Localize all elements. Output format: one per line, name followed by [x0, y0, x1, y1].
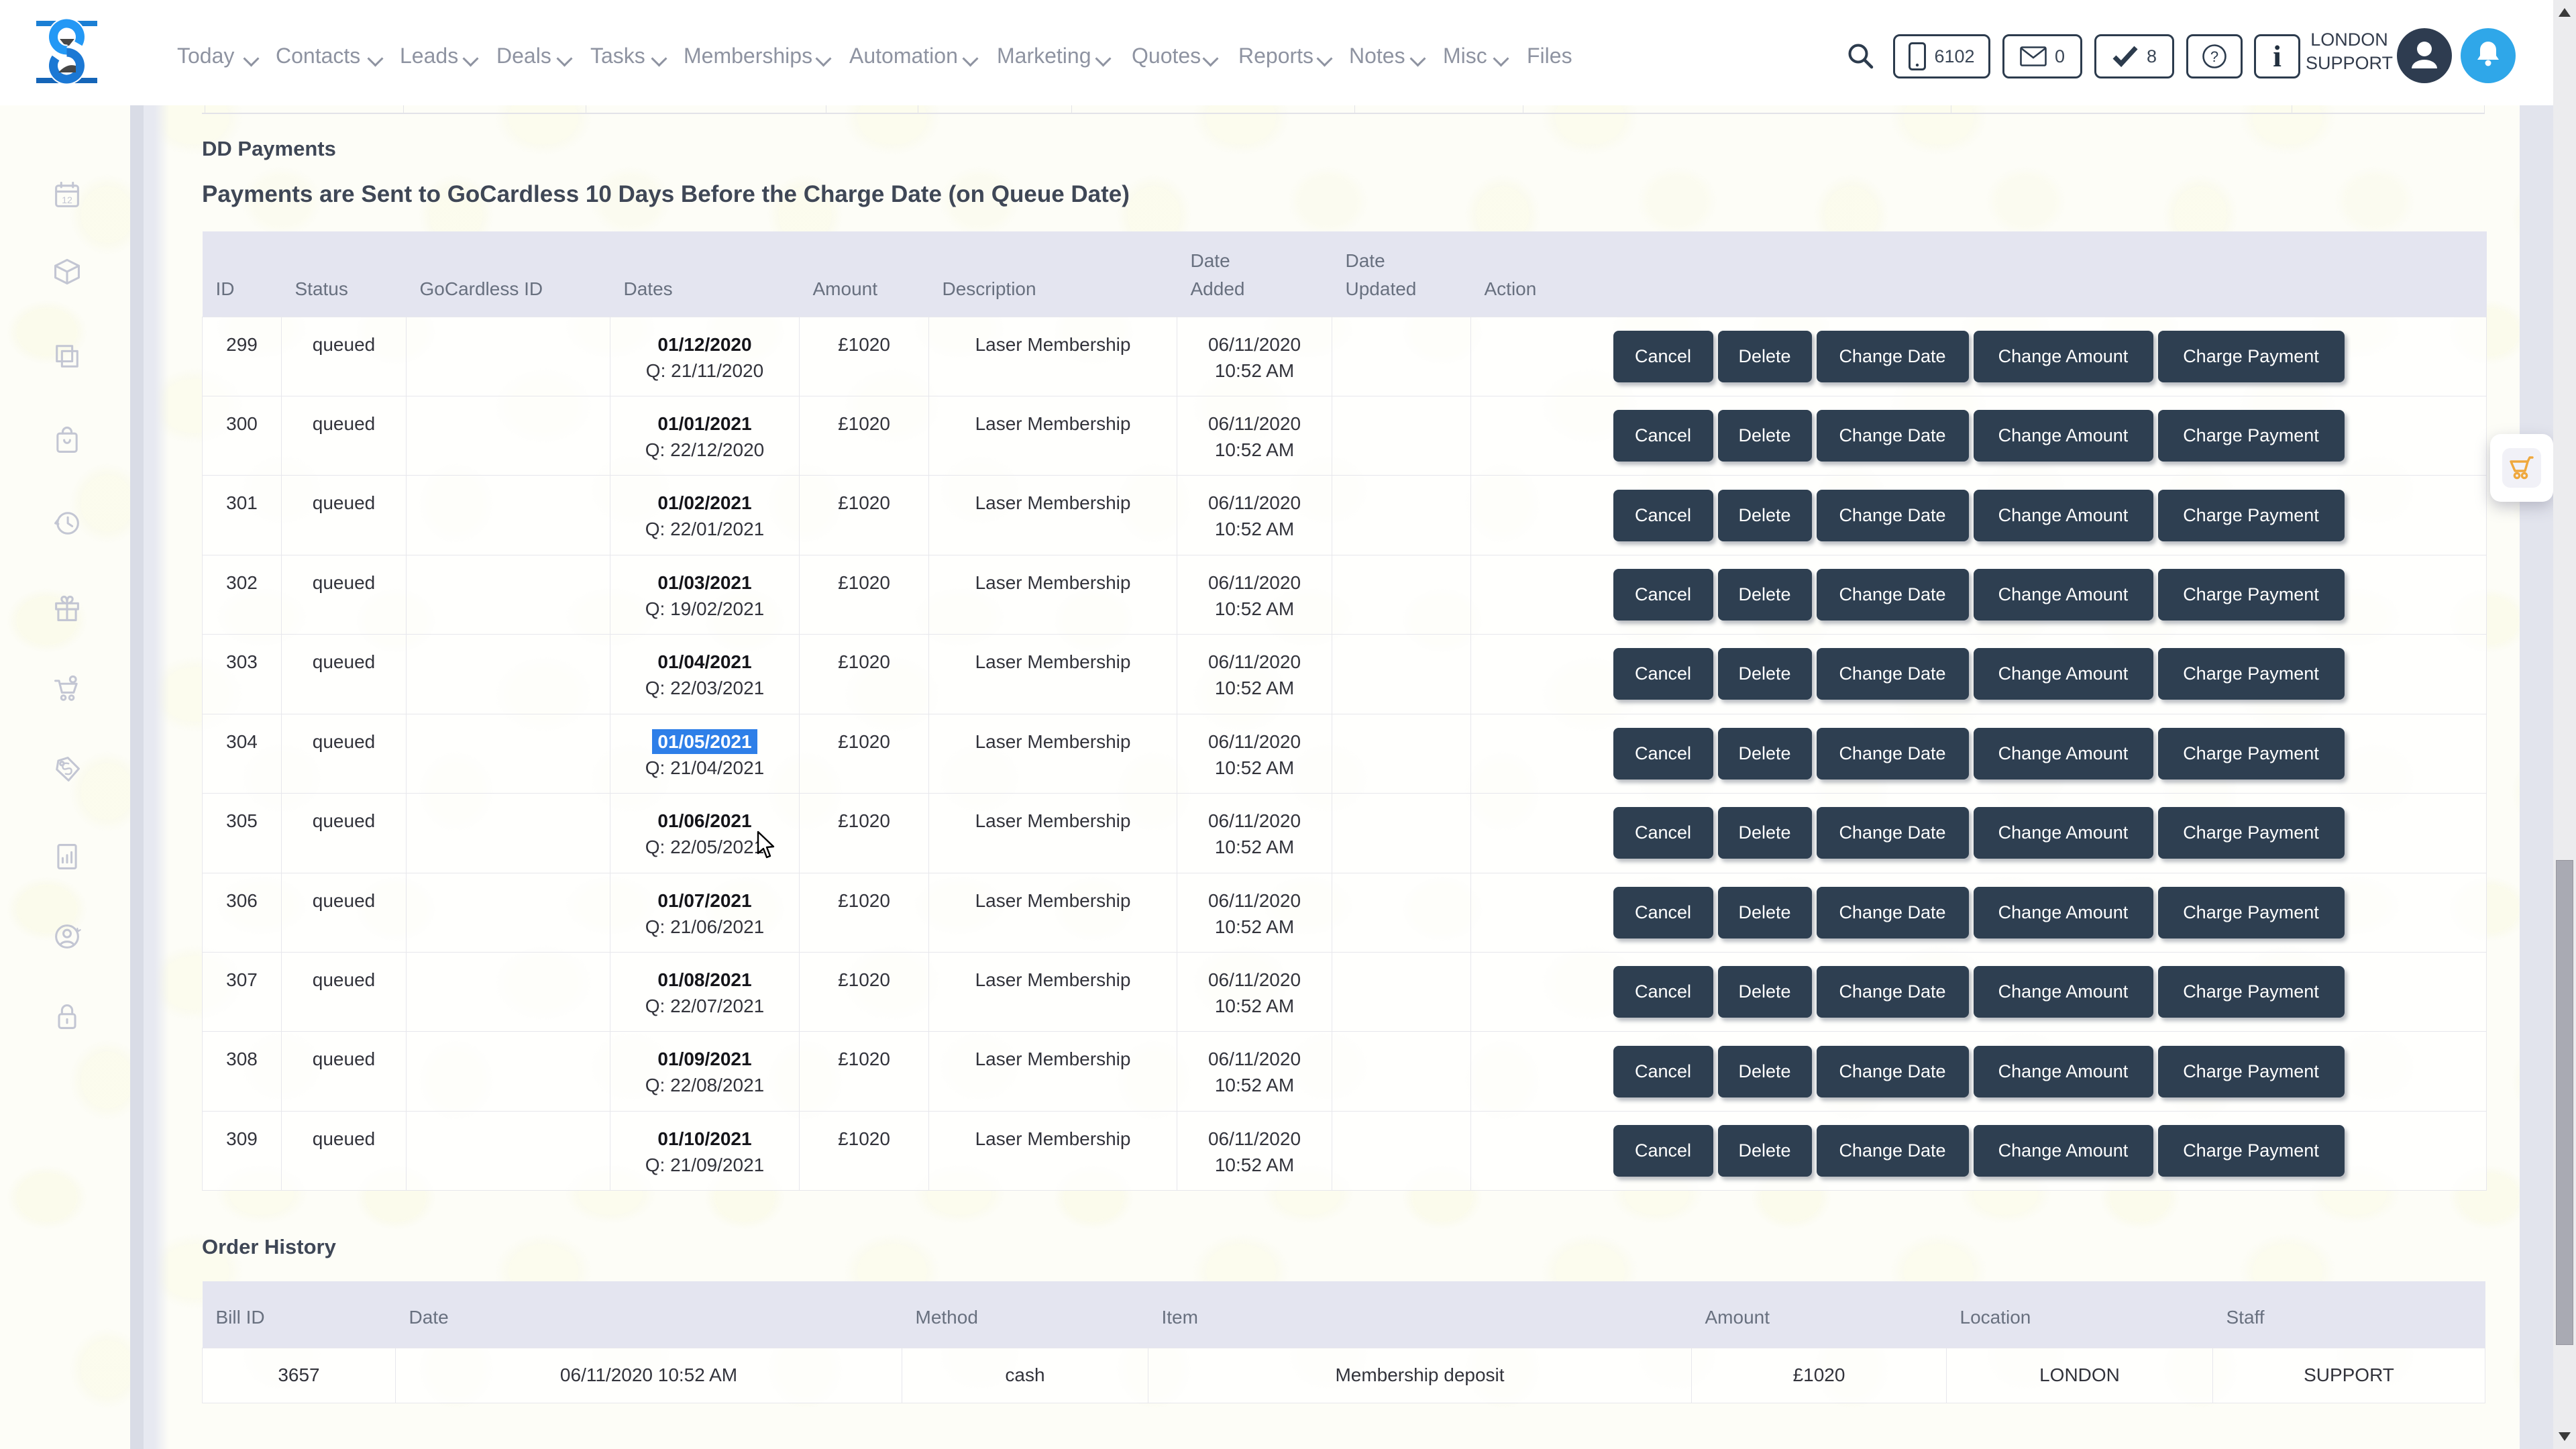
svg-text:?: ? — [2210, 48, 2218, 65]
svg-text:12: 12 — [62, 195, 72, 206]
